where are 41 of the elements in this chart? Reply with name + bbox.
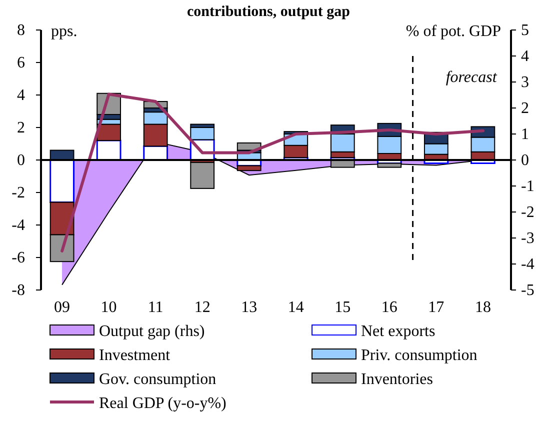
legend-label: Output gap (rhs) xyxy=(99,323,205,340)
x-tick-label: 18 xyxy=(474,299,491,316)
y-tick-label: -6 xyxy=(12,250,25,266)
y-tick-label: -4 xyxy=(12,217,25,234)
y2-tick-label: -3 xyxy=(521,230,534,247)
x-tick-label: 13 xyxy=(241,299,258,316)
y2-tick-label: -1 xyxy=(521,178,534,195)
y2-tick-label: 3 xyxy=(521,74,529,91)
y-tick-label: -2 xyxy=(12,184,25,202)
x-tick-label: 14 xyxy=(288,299,304,316)
y2-axis-title: % of pot. GDP xyxy=(406,23,502,40)
x-tick-label: 10 xyxy=(100,299,117,316)
y2-tick-label: -4 xyxy=(521,256,534,273)
chart-title: contributions, output gap xyxy=(187,4,350,20)
y2-tick-label: 0 xyxy=(521,152,529,169)
legend-label: Real GDP (y-o-y%) xyxy=(99,395,226,412)
ref-line-label: forecast xyxy=(446,69,498,86)
y2-tick-label: -5 xyxy=(521,282,534,299)
legend-label: Priv. consumption xyxy=(361,347,478,364)
y-tick-label: 0 xyxy=(17,152,25,169)
legend-label: Gov. consumption xyxy=(99,371,216,388)
legend-label: Investment xyxy=(99,347,171,364)
y2-tick-label: 5 xyxy=(521,22,529,39)
y-tick-label: 4 xyxy=(17,87,25,104)
y2-tick-label: -2 xyxy=(521,204,534,221)
y2-tick-label: 1 xyxy=(521,126,529,143)
y2-tick-label: 2 xyxy=(521,100,529,117)
x-tick-label: 16 xyxy=(381,299,398,316)
x-tick-label: 17 xyxy=(428,299,444,316)
x-tick-label: 11 xyxy=(148,299,164,316)
x-tick-label: 15 xyxy=(334,299,351,316)
x-tick-label: 09 xyxy=(54,299,70,316)
x-tick-label: 12 xyxy=(194,299,210,316)
y-tick-label: -8 xyxy=(12,282,25,299)
y-tick-label: 6 xyxy=(17,54,25,72)
legend-label: Net exports xyxy=(361,323,436,340)
y-tick-label: 2 xyxy=(17,120,25,136)
y2-tick-label: 4 xyxy=(521,48,529,65)
y-axis-title: pps. xyxy=(51,23,78,40)
y-tick-label: 8 xyxy=(17,22,25,39)
legend-label: Inventories xyxy=(361,371,433,388)
